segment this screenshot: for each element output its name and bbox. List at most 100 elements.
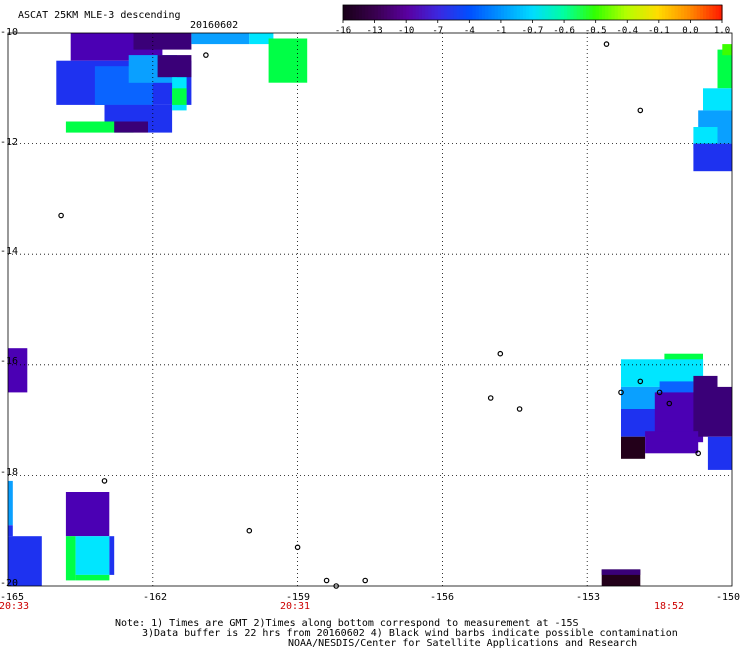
time-label: 20:33: [0, 601, 30, 612]
wind-data-cell: [114, 121, 148, 133]
colorbar-swatch: [668, 5, 673, 20]
y-tick-label: -16: [0, 356, 19, 367]
island-outline: [58, 212, 64, 219]
colorbar-swatch: [680, 5, 685, 20]
colorbar-swatch: [497, 5, 502, 20]
colorbar-swatch: [535, 5, 540, 20]
y-tick-label: -18: [0, 467, 19, 478]
colorbar-label: -16: [334, 26, 352, 36]
note-line-3: NOAA/NESDIS/Center for Satellite Applica…: [288, 638, 638, 649]
colorbar-swatch: [677, 5, 682, 20]
island-outline: [516, 406, 523, 412]
colorbar-swatch: [576, 5, 581, 20]
colorbar-swatch: [583, 5, 587, 20]
wind-data-cell: [249, 33, 274, 45]
island-outline: [666, 400, 673, 407]
colorbar-swatch: [532, 5, 537, 20]
x-tick-label: -162: [142, 592, 168, 603]
colorbar-swatch: [573, 5, 578, 20]
colorbar-swatch: [440, 5, 445, 20]
colorbar-swatch: [418, 5, 423, 20]
wind-data-cell: [8, 536, 42, 586]
colorbar-swatch: [371, 5, 376, 20]
y-tick-label: -10: [0, 27, 19, 38]
colorbar-swatch: [507, 5, 511, 20]
island-outline: [497, 350, 504, 357]
colorbar-swatch: [649, 5, 654, 20]
colorbar-label: -7: [432, 26, 444, 36]
colorbar-swatch: [712, 5, 717, 20]
colorbar-swatch: [579, 5, 584, 20]
colorbar-swatch: [343, 5, 347, 20]
colorbar-swatch: [526, 5, 530, 20]
colorbar-swatch: [706, 5, 710, 20]
colorbar-swatch: [488, 5, 493, 20]
colorbar-swatch: [671, 5, 676, 20]
map-title: ASCAT 25KM MLE-3 descending: [18, 10, 181, 21]
colorbar-swatch: [586, 5, 590, 20]
colorbar-swatch: [516, 5, 521, 20]
colorbar-swatch: [601, 5, 606, 20]
island-outline: [695, 450, 702, 457]
wind-data-cell: [717, 49, 732, 89]
colorbar-swatch: [434, 5, 439, 20]
colorbar-swatch: [428, 5, 433, 20]
colorbar-swatch: [545, 5, 549, 20]
wind-data-cell: [65, 492, 110, 537]
wind-data-cell: [172, 88, 187, 105]
colorbar-swatch: [352, 5, 357, 20]
colorbar-swatch: [390, 5, 395, 20]
colorbar-swatch: [444, 5, 448, 20]
colorbar-swatch: [715, 5, 720, 20]
colorbar-swatch: [646, 5, 650, 20]
data-cells-layer: [8, 33, 732, 586]
colorbar-swatch: [630, 5, 635, 20]
wind-data-cell: [693, 127, 718, 150]
island-outline: [203, 52, 209, 58]
colorbar-swatch: [718, 5, 723, 20]
colorbar-swatch: [456, 5, 461, 20]
wind-data-cell: [191, 33, 250, 45]
wind-data-cell: [8, 525, 13, 537]
colorbar-swatch: [611, 5, 616, 20]
colorbar-label: 0.0: [682, 26, 699, 36]
colorbar-swatch: [393, 5, 398, 20]
wind-data-cell: [65, 536, 76, 581]
colorbar-swatch: [485, 5, 489, 20]
x-tick-label: -159: [285, 592, 311, 603]
wind-data-cell: [707, 436, 732, 470]
wind-data-cell: [8, 480, 13, 526]
wind-data-cell: [65, 121, 134, 133]
wind-data-cell: [148, 121, 173, 133]
colorbar-swatch: [415, 5, 420, 20]
colorbar-swatch: [614, 5, 619, 20]
colorbar-swatch: [365, 5, 369, 20]
colorbar-swatch: [491, 5, 496, 20]
colorbar-swatch: [387, 5, 391, 20]
island-outline: [618, 389, 624, 396]
colorbar-swatch: [564, 5, 568, 20]
x-tick-label: -153: [575, 592, 601, 603]
colorbar-swatch: [548, 5, 553, 20]
colorbar-swatch: [636, 5, 641, 20]
colorbar-swatch: [368, 5, 373, 20]
colorbar-label: -1: [495, 26, 507, 36]
colorbar-swatch: [627, 5, 632, 20]
islands-layer: [58, 41, 702, 589]
y-tick-label: -20: [0, 578, 19, 589]
wind-data-cell: [645, 431, 699, 454]
colorbar-swatch: [510, 5, 515, 20]
colorbar-swatch: [409, 5, 414, 20]
colorbar-swatch: [595, 5, 600, 20]
colorbar-swatch: [431, 5, 436, 20]
wind-data-cell: [621, 436, 646, 459]
wind-data-cell: [157, 55, 192, 78]
colorbar-swatch: [560, 5, 565, 20]
colorbar-label: -0.7: [521, 26, 544, 36]
colorbar: [342, 4, 723, 23]
colorbar-swatch: [608, 5, 613, 20]
note-line-1: Note: 1) Times are GMT 2)Times along bot…: [115, 618, 579, 629]
colorbar-swatch: [529, 5, 534, 20]
time-label: 20:31: [279, 601, 311, 612]
